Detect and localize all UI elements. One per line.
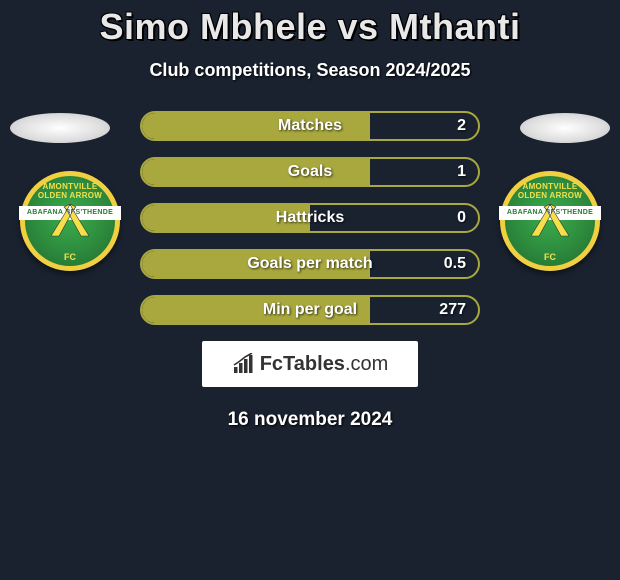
comparison-container: AMONTVILLEOLDEN ARROW ABAFANA BES'THENDE… — [0, 111, 620, 325]
stat-label: Goals — [288, 163, 332, 181]
subtitle: Club competitions, Season 2024/2025 — [0, 60, 620, 81]
stat-row: Hattricks 0 — [140, 203, 480, 233]
stat-label: Min per goal — [263, 301, 357, 319]
page-title: Simo Mbhele vs Mthanti — [0, 0, 620, 48]
badge-fc: FC — [64, 252, 76, 262]
badge-text-top: AMONTVILLEOLDEN ARROW — [25, 182, 115, 200]
stats-list: Matches 2 Goals 1 Hattricks 0 Goals per match 0… — [140, 111, 480, 325]
stat-label: Hattricks — [276, 209, 344, 227]
stat-row: Min per goal 277 — [140, 295, 480, 325]
stat-row: Goals per match 0.5 — [140, 249, 480, 279]
stat-row: Matches 2 — [140, 111, 480, 141]
player-avatar-right — [520, 113, 610, 143]
chart-icon — [232, 353, 256, 375]
club-badge-right: AMONTVILLEOLDEN ARROW ABAFANA BES'THENDE… — [500, 171, 600, 286]
stat-row: Goals 1 — [140, 157, 480, 187]
brand-box: FcTables.com — [202, 341, 418, 387]
player-avatar-left — [10, 113, 110, 143]
arrows-icon — [47, 204, 93, 242]
stat-value: 2 — [457, 117, 466, 135]
stat-value: 0.5 — [444, 255, 466, 273]
badge-fc: FC — [544, 252, 556, 262]
stat-fill — [142, 159, 370, 185]
badge-text-top: AMONTVILLEOLDEN ARROW — [505, 182, 595, 200]
stat-label: Matches — [278, 117, 342, 135]
arrows-icon — [527, 204, 573, 242]
stat-value: 277 — [439, 301, 466, 319]
stat-value: 1 — [457, 163, 466, 181]
date-text: 16 november 2024 — [0, 409, 620, 431]
stat-label: Goals per match — [247, 255, 372, 273]
brand-text: FcTables.com — [260, 353, 389, 376]
club-badge-left: AMONTVILLEOLDEN ARROW ABAFANA BES'THENDE… — [20, 171, 120, 286]
stat-value: 0 — [457, 209, 466, 227]
